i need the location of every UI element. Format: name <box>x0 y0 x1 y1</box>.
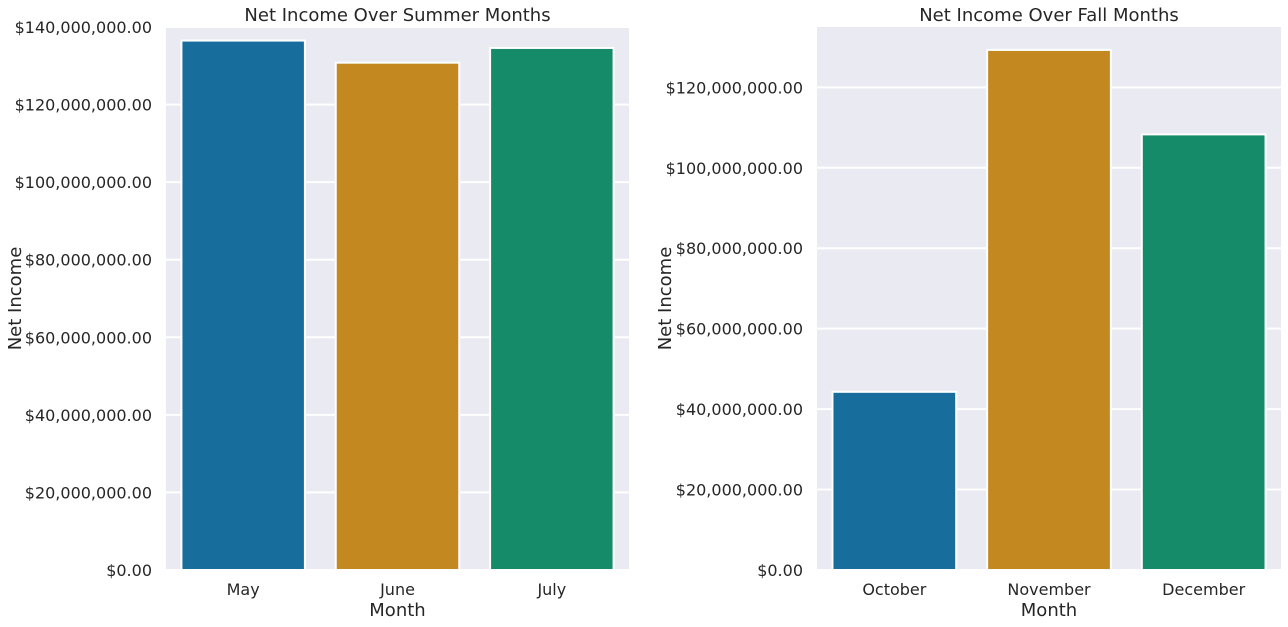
bar-november <box>986 48 1112 571</box>
fall-y-tick-label: $100,000,000.00 <box>666 159 803 178</box>
fall-y-ticks: $0.00 $20,000,000.00 $40,000,000.00 $60,000… <box>666 78 803 580</box>
summer-y-tick-label: $60,000,000.00 <box>25 328 152 347</box>
summer-x-axis-label: Month <box>369 600 425 621</box>
fall-y-axis-label: Net Income <box>655 247 676 351</box>
fall-chart: $0.00 $20,000,000.00 $40,000,000.00 $60,000… <box>655 5 1281 621</box>
bar-october <box>831 390 958 571</box>
bar-may <box>180 39 306 571</box>
fall-x-axis-label: Month <box>1021 600 1077 621</box>
summer-chart: $0.00 $20,000,000.00 $40,000,000.00 $60,000… <box>5 5 629 621</box>
x-tick-label-november: November <box>1007 580 1091 599</box>
x-tick-label-july: July <box>536 580 566 599</box>
summer-chart-title: Net Income Over Summer Months <box>244 5 550 26</box>
fall-bars <box>831 48 1267 571</box>
summer-y-ticks: $0.00 $20,000,000.00 $40,000,000.00 $60,000… <box>15 18 152 580</box>
summer-y-tick-label: $80,000,000.00 <box>25 251 152 270</box>
summer-y-tick-label: $140,000,000.00 <box>15 18 152 37</box>
summer-y-tick-label: $20,000,000.00 <box>25 483 152 502</box>
bar-june <box>334 61 461 571</box>
fall-y-tick-label: $60,000,000.00 <box>676 320 803 339</box>
summer-y-axis-label: Net Income <box>5 247 26 351</box>
summer-x-ticks: May June July <box>227 580 567 599</box>
x-tick-label-may: May <box>227 580 260 599</box>
bar-december <box>1140 133 1267 571</box>
fall-x-ticks: October November December <box>862 580 1245 599</box>
x-tick-label-october: October <box>862 580 926 599</box>
x-tick-label-june: June <box>379 580 415 599</box>
fall-y-tick-label: $40,000,000.00 <box>676 400 803 419</box>
summer-y-tick-label: $100,000,000.00 <box>15 173 152 192</box>
bar-july <box>489 46 615 572</box>
fall-y-tick-label: $20,000,000.00 <box>676 481 803 500</box>
summer-y-tick-label: $40,000,000.00 <box>25 406 152 425</box>
fall-chart-title: Net Income Over Fall Months <box>919 5 1179 26</box>
fall-y-tick-label: $120,000,000.00 <box>666 78 803 97</box>
summer-y-tick-label: $120,000,000.00 <box>15 96 152 115</box>
summer-bars <box>180 39 615 572</box>
summer-y-tick-label: $0.00 <box>106 561 152 580</box>
fall-y-tick-label: $80,000,000.00 <box>676 239 803 258</box>
fall-y-tick-label: $0.00 <box>757 561 803 580</box>
x-tick-label-december: December <box>1162 580 1245 599</box>
